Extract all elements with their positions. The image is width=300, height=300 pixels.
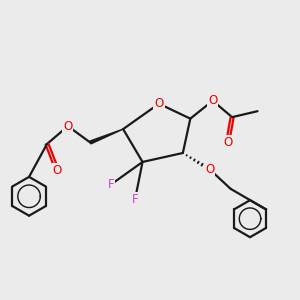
Text: F: F xyxy=(108,178,115,191)
Text: O: O xyxy=(63,120,73,133)
Text: O: O xyxy=(154,97,164,110)
Text: O: O xyxy=(208,94,217,107)
Text: O: O xyxy=(53,164,62,177)
Text: F: F xyxy=(132,193,138,206)
Text: O: O xyxy=(223,136,232,149)
Text: O: O xyxy=(205,163,214,176)
Polygon shape xyxy=(90,129,123,144)
